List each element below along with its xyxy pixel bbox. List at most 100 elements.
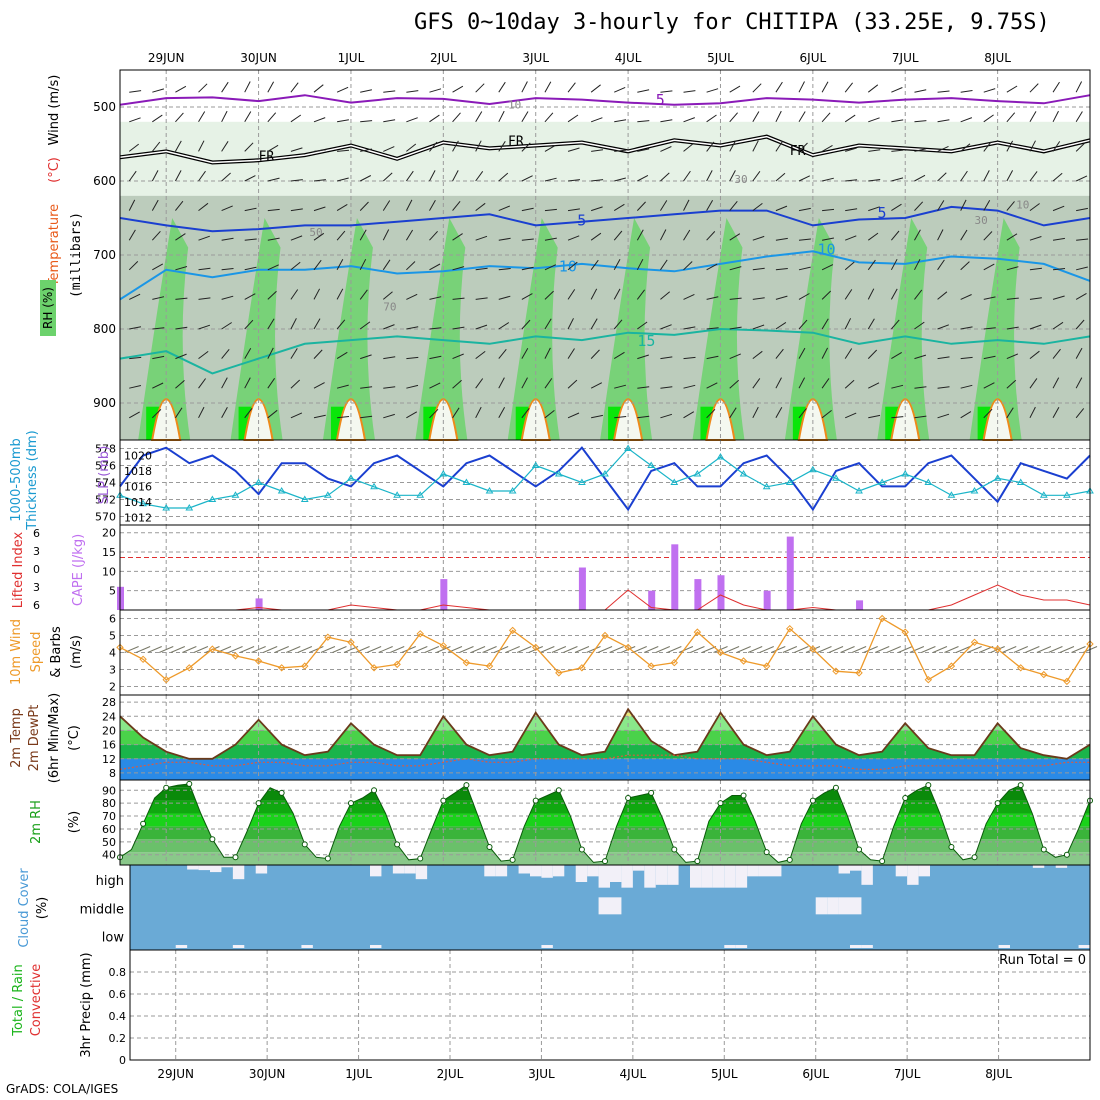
upper-wind-barb	[1052, 141, 1061, 152]
thickness-point	[416, 491, 425, 498]
thickness-point	[277, 487, 286, 494]
upper-wind-barb	[359, 321, 371, 330]
pressure-tick-label: 500	[93, 100, 116, 114]
upper-wind-barb	[821, 264, 834, 271]
upper-wind-barb	[729, 266, 742, 271]
surface-wind-barb	[747, 646, 763, 653]
cloud-gap	[552, 865, 565, 877]
surface-wind-barb	[932, 646, 948, 653]
surface-wind-barb	[863, 646, 878, 653]
upper-wind-barb	[706, 231, 716, 241]
wind-speed-point	[993, 645, 1002, 653]
upper-wind-barb	[775, 205, 788, 212]
upper-wind-barb	[475, 235, 488, 241]
wind-speed-point	[578, 664, 586, 672]
upper-wind-barb	[729, 353, 741, 360]
upper-wind-barb	[267, 409, 278, 419]
cloud-low-gap	[850, 945, 862, 948]
rh-point	[186, 780, 193, 787]
upper-wind-barb	[798, 142, 808, 152]
pressure-tick-label: 600	[93, 174, 116, 188]
surface-wind-barb	[309, 646, 324, 653]
upper-wind-barb	[544, 318, 552, 330]
surface-wind-barb	[1036, 646, 1052, 653]
rh-point	[925, 782, 932, 789]
wind-speed-point	[716, 648, 725, 657]
surface-wind-barb	[274, 646, 289, 653]
upper-wind-barb	[845, 208, 858, 212]
upper-wind-barb	[359, 289, 368, 300]
upper-wind-barb	[683, 117, 695, 123]
surface-wind-barb	[493, 646, 509, 653]
wind-speed-point	[762, 662, 771, 670]
upper-wind-barb	[267, 208, 280, 212]
wind-speed-point	[1040, 670, 1048, 679]
upper-wind-barb	[498, 172, 509, 182]
wind-speed-point	[555, 669, 563, 677]
upper-wind-barb	[382, 291, 393, 300]
upper-wind-barb	[1052, 348, 1061, 359]
upper-wind-barb	[798, 111, 806, 123]
cloud-mid-gap	[838, 897, 850, 915]
upper-wind-barb	[405, 229, 414, 241]
upper-wind-barb	[844, 261, 855, 271]
upper-wind-barb	[960, 90, 973, 93]
upper-wind-barb	[383, 146, 395, 152]
upper-wind-barb	[590, 232, 602, 241]
surface-wind-barb	[563, 646, 578, 653]
upper-wind-barb	[614, 384, 627, 389]
upper-wind-barb	[1029, 297, 1042, 300]
upper-wind-barb	[360, 148, 373, 152]
dewpoint-fill	[120, 758, 1090, 780]
upper-wind-barb	[660, 356, 673, 360]
cape-bar	[578, 567, 586, 610]
upper-wind-barb	[798, 81, 805, 93]
cape-tick-label: 15	[102, 546, 116, 559]
bottom-date-label: 5JUL	[711, 1067, 738, 1081]
upper-wind-barb	[313, 232, 325, 241]
upper-wind-barb	[706, 114, 717, 123]
upper-wind-barb	[1006, 407, 1014, 419]
bottom-date-label: 7JUL	[894, 1067, 921, 1081]
rh-legend-swatch	[40, 280, 56, 336]
upper-wind-barb	[452, 200, 461, 211]
upper-wind-barb	[844, 412, 857, 419]
upper-wind-barb	[521, 111, 529, 123]
upper-wind-barb	[498, 295, 511, 300]
upper-wind-barb	[313, 349, 323, 359]
thickness-point	[208, 495, 217, 502]
upper-wind-barb	[868, 149, 881, 152]
cloud-low-gap	[541, 945, 553, 948]
upper-wind-barb	[798, 347, 806, 359]
thickness-point	[393, 491, 402, 498]
upper-wind-barb	[405, 199, 413, 211]
surface-wind-barb	[886, 646, 901, 653]
wind-speed-point	[277, 664, 286, 672]
wind-speed-point	[162, 675, 170, 684]
upper-wind-barb	[244, 319, 254, 330]
upper-wind-barb	[1029, 203, 1040, 212]
upper-wind-barb	[360, 354, 372, 360]
upper-wind-barb	[452, 353, 464, 360]
upper-wind-barb	[890, 258, 898, 271]
rh-axis-label: RH (%)	[41, 287, 55, 329]
upper-wind-barb	[128, 199, 136, 211]
upper-wind-barb	[590, 382, 603, 389]
upper-wind-barb	[198, 83, 208, 93]
upper-wind-barb	[660, 386, 673, 389]
wind-speed-line	[119, 617, 1091, 683]
upper-wind-barb	[844, 82, 853, 93]
upper-wind-barb	[706, 88, 719, 93]
surface-wind-barb	[147, 646, 162, 653]
upper-wind-barb	[244, 81, 251, 93]
surface-wind-barb	[701, 646, 717, 653]
upper-wind-barb	[406, 356, 419, 360]
upper-wind-barb	[475, 378, 484, 389]
upper-wind-barb	[382, 229, 390, 241]
upper-wind-barb	[498, 348, 507, 359]
surface-wind-barb	[182, 646, 197, 653]
wind-tick-label: 3	[109, 664, 116, 677]
upper-wind-barb	[313, 117, 326, 123]
wind-speed-point	[139, 655, 147, 664]
